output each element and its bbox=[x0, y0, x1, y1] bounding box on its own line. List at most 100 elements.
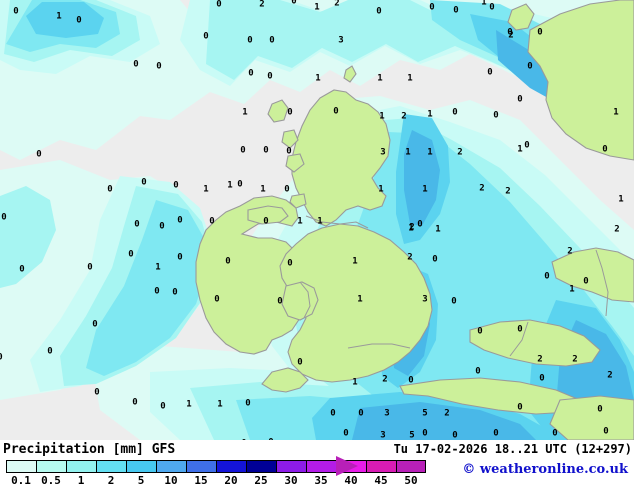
precip-value-label: 2 bbox=[259, 0, 265, 10]
precip-value-label: 0 bbox=[92, 319, 98, 330]
precip-value-label: 0 bbox=[287, 258, 293, 269]
precip-value-label: 2 bbox=[334, 0, 340, 9]
legend-tick-5: 5 bbox=[137, 474, 145, 487]
precip-value-label: 0 bbox=[537, 27, 543, 38]
legend-swatch-15 bbox=[186, 460, 216, 473]
precip-value-label: 1 bbox=[352, 377, 358, 388]
precip-value-label: 2 bbox=[407, 252, 413, 263]
precip-value-label: 0 bbox=[452, 107, 458, 118]
legend-swatch-10 bbox=[156, 460, 186, 473]
precip-value-label: 1 bbox=[481, 0, 487, 8]
precip-value-label: 0 bbox=[267, 71, 273, 82]
legend-tick-25: 25 bbox=[254, 474, 268, 487]
precip-value-label: 0 bbox=[241, 439, 246, 440]
precip-value-label: 0 bbox=[287, 107, 293, 118]
border-wales-england bbox=[299, 281, 311, 319]
land-skye bbox=[285, 153, 305, 173]
precip-value-label: 0 bbox=[583, 276, 589, 287]
land-wales bbox=[281, 281, 319, 321]
precip-value-label: 0 bbox=[13, 6, 19, 17]
precip-value-label: 0 bbox=[417, 219, 423, 230]
precip-value-label: 0 bbox=[159, 221, 165, 232]
precip-value-label: 1 bbox=[260, 184, 266, 195]
precip-value-label: 0 bbox=[19, 264, 25, 275]
precip-value-label: 0 bbox=[291, 0, 297, 7]
legend-swatch-5 bbox=[126, 460, 156, 473]
precip-value-label: 2 bbox=[508, 30, 514, 41]
precip-value-label: 1 bbox=[314, 2, 320, 13]
precip-value-label: 0 bbox=[214, 294, 220, 305]
precip-value-label: 0 bbox=[225, 256, 231, 267]
precip-value-label: 0 bbox=[603, 426, 609, 437]
precip-value-label: 0 bbox=[358, 408, 364, 419]
legend-tick-2: 2 bbox=[107, 474, 115, 487]
land-netherlands bbox=[551, 247, 634, 303]
precip-value-label: 3 bbox=[380, 430, 386, 440]
precip-value-label: 0 bbox=[527, 61, 533, 72]
legend-tick-45: 45 bbox=[374, 474, 388, 487]
precip-value-label: 1 bbox=[315, 73, 321, 84]
precip-value-label: 0 bbox=[76, 15, 82, 26]
legend-swatch-35 bbox=[306, 460, 336, 473]
legend-swatch-20 bbox=[216, 460, 246, 473]
precip-band-5-core-top bbox=[26, 2, 104, 38]
precip-value-label: 0 bbox=[107, 184, 113, 195]
precip-value-label: 1 bbox=[407, 73, 413, 84]
legend-tick-15: 15 bbox=[194, 474, 208, 487]
precip-value-label: 3 bbox=[338, 35, 344, 46]
precip-value-label: 0 bbox=[269, 35, 275, 46]
legend-swatch-30 bbox=[276, 460, 306, 473]
precip-value-label: 1 bbox=[379, 111, 385, 122]
precip-value-label: 2 bbox=[479, 183, 485, 194]
legend-tick-50: 50 bbox=[404, 474, 418, 487]
precip-value-label: 0 bbox=[544, 271, 550, 282]
precip-value-label: 0 bbox=[408, 375, 414, 386]
legend-tick-35: 35 bbox=[314, 474, 328, 487]
legend-tick-30: 30 bbox=[284, 474, 298, 487]
precip-value-label: 2 bbox=[505, 186, 511, 197]
precip-value-label: 1 bbox=[405, 147, 411, 158]
precip-value-label: 0 bbox=[597, 404, 603, 415]
precip-value-label: 1 bbox=[297, 216, 303, 227]
precip-value-label: 0 bbox=[284, 184, 290, 195]
precip-value-label: 0 bbox=[297, 357, 303, 368]
precip-value-label: 1 bbox=[408, 223, 414, 234]
precip-value-label: 0 bbox=[36, 149, 42, 160]
land-england-wales bbox=[279, 223, 433, 383]
precip-value-label: 1 bbox=[352, 256, 358, 267]
precip-band-1-f bbox=[0, 186, 56, 288]
precip-value-label: 0 bbox=[156, 61, 162, 72]
precip-value-label: 0 bbox=[132, 397, 138, 408]
precip-value-label: 0 bbox=[268, 438, 273, 440]
precip-value-label: 0 bbox=[0, 353, 3, 363]
precip-value-label: 1 bbox=[317, 216, 323, 227]
precip-value-label: 0 bbox=[524, 140, 530, 151]
precip-value-label: 0 bbox=[141, 177, 147, 188]
precip-value-label: 0 bbox=[432, 254, 438, 265]
precip-value-label: 0 bbox=[602, 144, 608, 155]
legend-swatch-0.1 bbox=[6, 460, 36, 473]
land-shetland bbox=[343, 65, 357, 83]
river-thames bbox=[347, 343, 411, 349]
precip-value-label: 0 bbox=[177, 252, 183, 263]
precip-value-label: 0 bbox=[240, 145, 246, 156]
precip-value-label: 1 bbox=[217, 399, 223, 410]
precip-value-label: 1 bbox=[378, 184, 384, 195]
land-brittany bbox=[549, 395, 634, 440]
precip-value-label: 0 bbox=[133, 59, 139, 70]
precip-value-label: 0 bbox=[173, 180, 179, 191]
precip-value-label: 0 bbox=[263, 216, 269, 227]
precip-value-label: 0 bbox=[286, 146, 292, 157]
land-cornwall bbox=[261, 367, 309, 393]
land-hebrides-2 bbox=[281, 129, 299, 149]
precip-value-label: 3 bbox=[384, 408, 390, 419]
legend-swatch-45 bbox=[366, 460, 396, 473]
copyright-notice: © weatheronline.co.uk bbox=[462, 462, 628, 477]
precip-value-label: 0 bbox=[94, 387, 100, 398]
legend-swatch-1 bbox=[66, 460, 96, 473]
precip-value-label: 0 bbox=[154, 286, 160, 297]
precip-value-label: 0 bbox=[330, 408, 336, 419]
precip-value-label: 0 bbox=[47, 346, 53, 357]
